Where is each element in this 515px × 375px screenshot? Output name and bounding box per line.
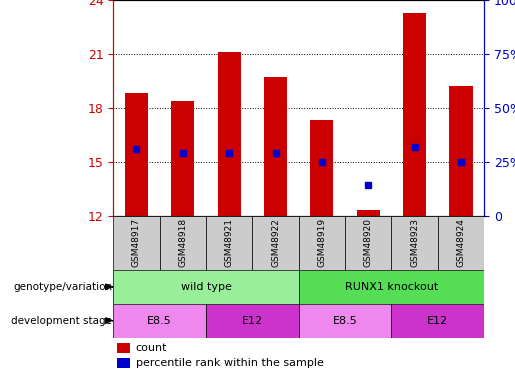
Bar — [449, 86, 472, 216]
Bar — [345, 216, 391, 270]
Bar — [299, 216, 345, 270]
Text: GSM48918: GSM48918 — [178, 218, 187, 267]
Text: E12: E12 — [427, 316, 449, 326]
Bar — [113, 216, 160, 270]
Bar — [217, 52, 241, 216]
Text: GSM48921: GSM48921 — [225, 218, 234, 267]
Bar — [171, 100, 194, 216]
Bar — [113, 304, 206, 338]
Bar — [117, 358, 130, 368]
Bar — [160, 216, 206, 270]
Text: genotype/variation: genotype/variation — [13, 282, 112, 292]
Bar — [299, 270, 484, 304]
Text: count: count — [135, 343, 167, 352]
Text: GSM48922: GSM48922 — [271, 218, 280, 267]
Text: percentile rank within the sample: percentile rank within the sample — [135, 358, 323, 368]
Bar — [310, 120, 333, 216]
Bar — [264, 77, 287, 216]
Text: E12: E12 — [242, 316, 263, 326]
Text: wild type: wild type — [181, 282, 231, 292]
Text: RUNX1 knockout: RUNX1 knockout — [345, 282, 438, 292]
Bar — [206, 304, 299, 338]
Text: GSM48919: GSM48919 — [317, 218, 327, 267]
Bar — [206, 216, 252, 270]
Text: GSM48920: GSM48920 — [364, 218, 373, 267]
Bar — [403, 13, 426, 216]
Text: GSM48924: GSM48924 — [456, 218, 466, 267]
Bar — [391, 216, 438, 270]
Text: GSM48917: GSM48917 — [132, 218, 141, 267]
Bar — [356, 210, 380, 216]
Text: E8.5: E8.5 — [333, 316, 357, 326]
Text: GSM48923: GSM48923 — [410, 218, 419, 267]
Text: E8.5: E8.5 — [147, 316, 172, 326]
Bar — [252, 216, 299, 270]
Bar — [438, 216, 484, 270]
Bar — [117, 343, 130, 352]
Bar — [391, 304, 484, 338]
Bar — [113, 270, 299, 304]
Bar — [125, 93, 148, 216]
Bar — [299, 304, 391, 338]
Text: development stage: development stage — [11, 316, 112, 326]
